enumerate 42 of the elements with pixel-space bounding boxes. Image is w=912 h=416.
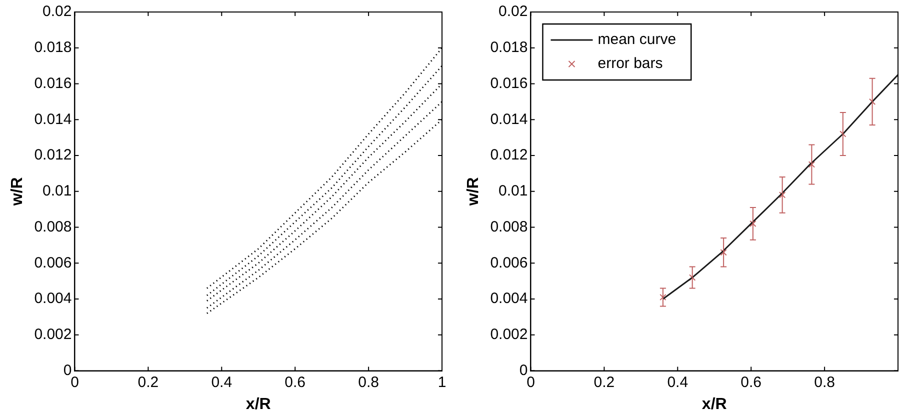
y-tick-label: 0.006 <box>34 254 72 272</box>
y-tick-label: 0.002 <box>490 326 528 344</box>
y-tick-label: 0.014 <box>490 110 528 128</box>
point <box>808 161 816 168</box>
point <box>750 220 756 228</box>
point <box>720 249 727 256</box>
x-tick-label: 0.4 <box>667 374 688 391</box>
y-tick-label: 0.016 <box>34 74 72 92</box>
x-tick-label: 0.4 <box>211 374 232 391</box>
point <box>778 192 786 198</box>
y-tick-label: 0.004 <box>34 290 72 308</box>
y-axis-title: w/R <box>465 176 482 207</box>
y-tick-label: 0.012 <box>34 146 72 164</box>
y-tick-label: 0.006 <box>490 254 528 272</box>
y-tick-label: 0.014 <box>34 110 72 128</box>
y-tick-label: 0.002 <box>34 326 72 344</box>
legend-label: error bars <box>598 55 663 72</box>
x-tick-label: 0.8 <box>358 374 379 391</box>
y-tick-label: 0.02 <box>498 3 528 20</box>
y-tick-label: 0.02 <box>42 3 72 20</box>
x-tick-label: 0.8 <box>814 374 835 391</box>
x-axis-title: x/R <box>702 396 728 413</box>
y-tick-label: 0.016 <box>490 74 528 92</box>
y-tick-label: 0.012 <box>490 146 528 164</box>
y-tick-label: 0.01 <box>42 182 72 200</box>
y-tick-label: 0.01 <box>498 182 528 200</box>
x-tick-label: 0.6 <box>284 374 306 391</box>
y-tick-label: 0.008 <box>490 218 528 236</box>
x-tick-label: 0.6 <box>740 374 762 391</box>
point <box>660 294 666 301</box>
y-tick-label: 0.008 <box>34 218 72 236</box>
x-axis-title: x/R <box>246 396 272 413</box>
y-axis-title: w/R <box>9 176 26 207</box>
legend-label: mean curve <box>598 31 676 48</box>
x-tick-label: 0.2 <box>138 374 159 391</box>
y-tick-label: 0 <box>519 362 528 379</box>
y-tick-label: 0.018 <box>490 39 528 56</box>
y-tick-label: 0 <box>63 362 72 379</box>
y-tick-label: 0.004 <box>490 290 528 308</box>
y-tick-label: 0.018 <box>34 39 72 56</box>
x-tick-label: 1 <box>438 374 446 391</box>
x-tick-label: 0.2 <box>594 374 615 391</box>
